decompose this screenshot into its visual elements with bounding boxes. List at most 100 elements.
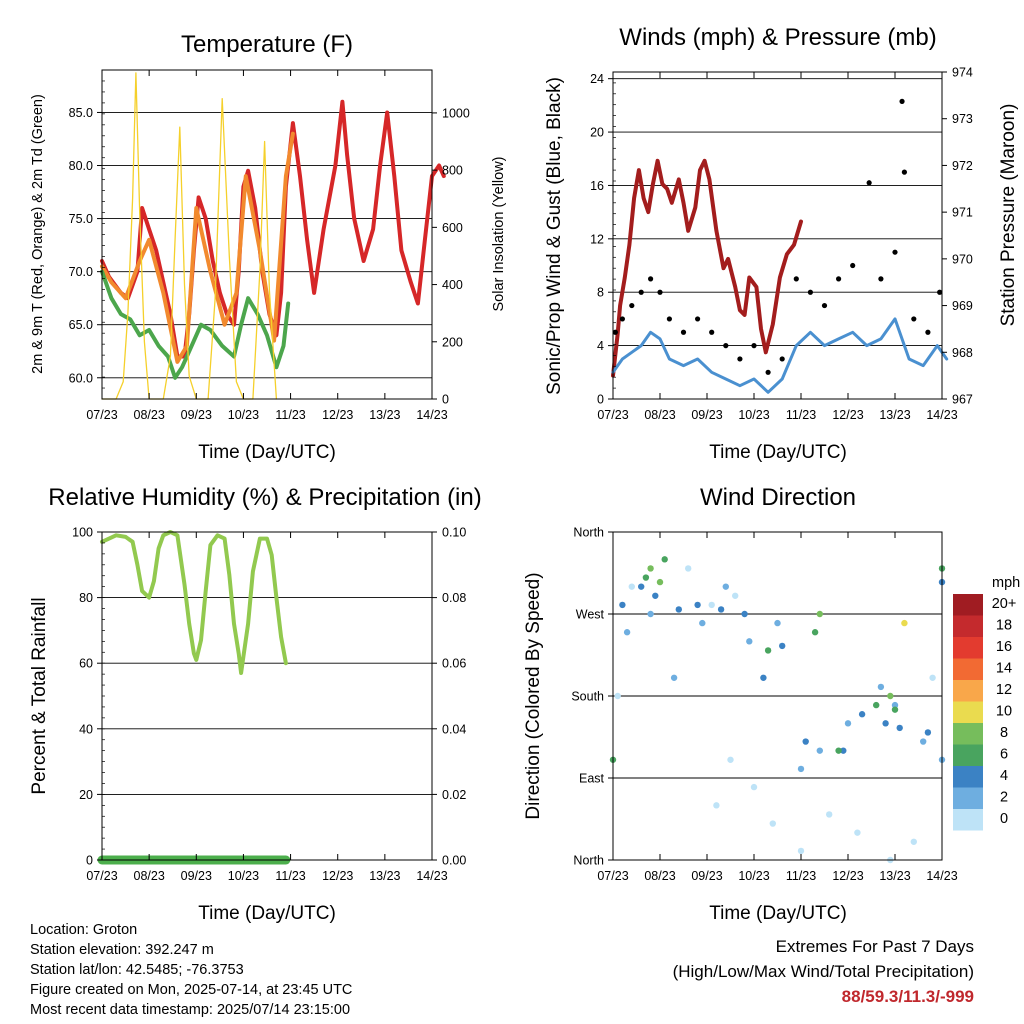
y2-tick-label: 800 bbox=[442, 164, 463, 178]
data-point bbox=[619, 601, 626, 609]
info-latlon: Station lat/lon: 42.5485; -76.3753 bbox=[30, 962, 244, 978]
direction-plot-frame bbox=[612, 531, 943, 861]
y2-tick-label: 968 bbox=[952, 346, 973, 360]
data-point bbox=[779, 642, 786, 650]
x-tick-label: 07/23 bbox=[86, 869, 117, 883]
x-tick-label: 08/23 bbox=[134, 869, 165, 883]
data-point bbox=[836, 276, 842, 282]
data-point bbox=[670, 674, 678, 681]
legend-swatch bbox=[953, 809, 983, 831]
data-point bbox=[751, 343, 757, 349]
y2-tick-label: 971 bbox=[952, 206, 973, 220]
data-point bbox=[937, 289, 943, 295]
data-point bbox=[835, 747, 842, 754]
legend-swatch bbox=[953, 766, 983, 788]
y-tick-label: 85.0 bbox=[69, 106, 93, 120]
x-tick-label: 14/23 bbox=[416, 869, 447, 883]
legend-label: 2 bbox=[1000, 790, 1008, 806]
data-point bbox=[629, 302, 635, 309]
data-point bbox=[901, 619, 908, 627]
data-point bbox=[854, 829, 861, 836]
winds-panel: Winds (mph) & Pressure (mb) Sonic/Prop W… bbox=[544, 24, 1019, 463]
y2-tick-label: 0.10 bbox=[442, 526, 466, 540]
data-point bbox=[647, 610, 654, 618]
data-point bbox=[741, 610, 748, 618]
y2-tick-label: 0.04 bbox=[442, 722, 466, 736]
data-point bbox=[925, 329, 931, 335]
data-point bbox=[891, 706, 899, 713]
data-point bbox=[816, 747, 823, 754]
legend-label: 16 bbox=[996, 639, 1012, 655]
data-point bbox=[769, 820, 776, 827]
x-tick-label: 14/23 bbox=[926, 408, 957, 422]
temperature-ylabel-right: Solar Insolation (Yellow) bbox=[491, 156, 507, 311]
data-point bbox=[612, 329, 618, 335]
legend-label: 10 bbox=[996, 704, 1012, 720]
x-tick-label: 11/23 bbox=[786, 869, 816, 883]
x-tick-label: 10/23 bbox=[738, 869, 769, 883]
x-tick-label: 07/23 bbox=[597, 869, 628, 883]
series-line-1 bbox=[611, 317, 949, 394]
winds-ylabel-left: Sonic/Prop Wind & Gust (Blue, Black) bbox=[544, 77, 565, 395]
data-point bbox=[873, 701, 880, 709]
extremes-box: Extremes For Past 7 Days (High/Low/Max W… bbox=[673, 934, 974, 1009]
legend-swatch bbox=[953, 594, 983, 616]
y-tick-label: 20 bbox=[590, 126, 604, 140]
legend-swatch bbox=[953, 787, 983, 809]
data-point bbox=[896, 724, 903, 732]
station-info: Location: Groton Station elevation: 392.… bbox=[30, 920, 352, 1020]
legend-label: 12 bbox=[996, 682, 1012, 698]
info-created: Figure created on Mon, 2025-07-14, at 23… bbox=[30, 982, 353, 998]
y-tick-label: 40 bbox=[79, 722, 93, 736]
y2-tick-label: 1000 bbox=[442, 106, 470, 120]
extremes-subtitle: (High/Low/Max Wind/Total Precipitation) bbox=[672, 962, 974, 981]
y-tick-label: 4 bbox=[597, 339, 604, 353]
y-tick-label: 16 bbox=[590, 179, 604, 193]
y2-tick-label: 969 bbox=[952, 299, 973, 313]
y-tick-label: 100 bbox=[72, 526, 93, 540]
speed-legend: mph 20+ 18 16 14 12 10 8 6 4 2 0 bbox=[953, 575, 1020, 831]
x-tick-label: 10/23 bbox=[228, 869, 259, 883]
legend-title: mph bbox=[992, 575, 1020, 591]
data-point bbox=[694, 601, 701, 609]
data-point bbox=[708, 601, 715, 609]
x-tick-label: 11/23 bbox=[275, 869, 305, 883]
data-point bbox=[866, 180, 872, 186]
y2-tick-label: 0 bbox=[442, 393, 449, 407]
winds-ylabel-right: Station Pressure (Maroon) bbox=[998, 104, 1019, 327]
y-tick-label: North bbox=[573, 854, 604, 868]
y-tick-label: 8 bbox=[597, 286, 604, 300]
x-tick-label: 09/23 bbox=[691, 408, 722, 422]
data-point bbox=[647, 565, 654, 572]
legend-swatch bbox=[953, 744, 983, 766]
data-point bbox=[797, 847, 805, 855]
y2-tick-label: 200 bbox=[442, 335, 463, 349]
data-point bbox=[850, 262, 856, 269]
data-point bbox=[666, 316, 673, 322]
data-point bbox=[764, 647, 772, 654]
data-point bbox=[858, 711, 866, 718]
x-tick-label: 07/23 bbox=[86, 408, 117, 422]
x-tick-label: 14/23 bbox=[926, 869, 957, 883]
data-point bbox=[685, 565, 692, 572]
data-point bbox=[713, 802, 720, 809]
data-point bbox=[802, 738, 809, 745]
data-point bbox=[779, 356, 785, 362]
data-point bbox=[661, 556, 668, 563]
data-point bbox=[765, 369, 771, 375]
data-point bbox=[722, 583, 729, 590]
y2-tick-label: 0.00 bbox=[442, 854, 466, 868]
y-tick-label: 12 bbox=[590, 232, 604, 246]
y-tick-label: South bbox=[571, 690, 604, 704]
x-tick-label: 09/23 bbox=[181, 869, 212, 883]
data-point bbox=[892, 249, 898, 255]
y2-tick-label: 0.08 bbox=[442, 591, 466, 605]
data-point bbox=[648, 276, 654, 282]
data-point bbox=[732, 592, 739, 599]
x-tick-label: 12/23 bbox=[322, 408, 353, 422]
data-point bbox=[882, 720, 889, 727]
data-point bbox=[826, 811, 833, 818]
data-point bbox=[623, 629, 631, 636]
data-point bbox=[657, 289, 663, 295]
